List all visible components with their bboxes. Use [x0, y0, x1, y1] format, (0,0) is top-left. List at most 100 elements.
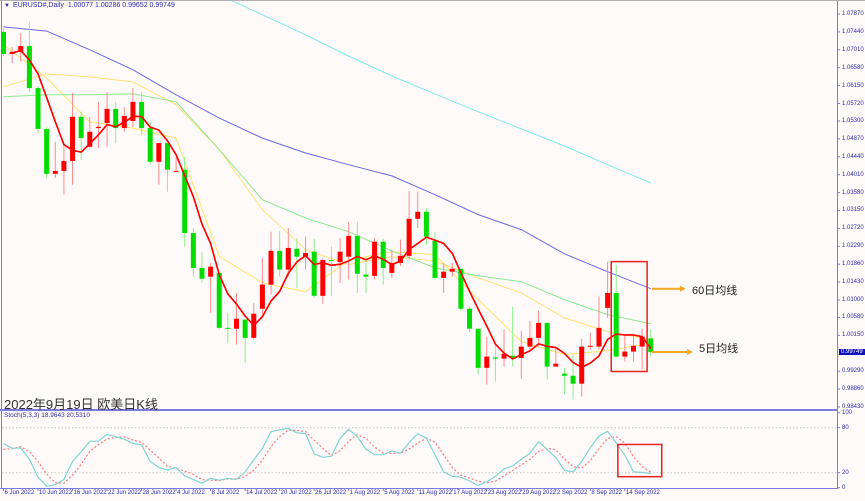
candle-body: [561, 373, 567, 376]
candle-body: [61, 160, 67, 171]
candle-body: [613, 292, 619, 357]
price-label: 1.01860: [842, 261, 864, 268]
candle-body: [35, 88, 41, 129]
candle-body: [527, 337, 533, 347]
candle-body: [397, 255, 403, 263]
candle-body: [182, 169, 188, 233]
price-label: 1.05300: [842, 117, 864, 124]
candle-body: [423, 211, 429, 237]
candle-body: [156, 143, 162, 162]
dropdown-triangle-icon[interactable]: ▼: [4, 3, 10, 9]
candle-body: [52, 170, 58, 174]
chart-header: ▼ EURUSD#,Daily 1.00077 1.00286 0.99652 0…: [4, 2, 175, 9]
symbol-label: EURUSD#,Daily: [12, 2, 64, 9]
candle-body: [536, 322, 542, 338]
price-label: 0.99290: [842, 368, 864, 375]
candle-body: [70, 116, 76, 161]
candle-body: [225, 327, 231, 329]
date-label: 10 Jun 2022: [39, 490, 73, 496]
price-label: 1.05720: [842, 100, 864, 107]
candle-body: [639, 336, 645, 347]
candle-body: [346, 235, 352, 257]
candle-body: [630, 345, 636, 352]
candle-body: [139, 101, 145, 129]
price-label: 1.06580: [842, 64, 864, 71]
date-label: 17 Aug 2022: [453, 490, 487, 496]
ma5-annotation: 5日均线: [699, 343, 739, 355]
date-label: 20 Jul 2022: [280, 490, 312, 496]
date-label: 2 Sep 2022: [556, 490, 588, 496]
candle-body: [406, 218, 412, 256]
candle-body: [242, 319, 248, 338]
moving-average-ma60: [3, 26, 651, 290]
date-label: 14 Sep 2022: [625, 490, 660, 496]
stoch-axis-label: 80: [842, 424, 849, 431]
candle-body: [553, 363, 559, 367]
date-label: 8 Sep 2022: [591, 490, 623, 496]
price-label: 1.03580: [842, 189, 864, 196]
moving-average-ma20: [3, 73, 651, 340]
price-label: 0.98430: [842, 403, 864, 410]
candle-body: [95, 126, 101, 129]
date-label: 23 Aug 2022: [487, 490, 522, 496]
candle-body: [259, 284, 265, 309]
date-label: 4 Jul 2022: [177, 490, 205, 496]
stoch-axis-label: 100: [842, 409, 853, 416]
price-label: 1.07870: [842, 11, 864, 17]
date-label: 11 Aug 2022: [418, 490, 452, 496]
candle-body: [544, 322, 550, 367]
date-label: 28 Jun 2022: [142, 490, 176, 496]
candle-body: [596, 327, 602, 347]
candle-body: [199, 267, 205, 279]
candle-body: [320, 260, 326, 296]
date-label: 5 Aug 2022: [384, 490, 415, 496]
current-price-label: 0.99749: [839, 349, 865, 356]
chart-title: 2022年9月19日 欧美日K线: [4, 397, 158, 412]
ma5-arrow-head-icon: [687, 349, 693, 356]
candle-body: [389, 262, 395, 273]
candle-body: [354, 235, 360, 274]
price-label: 1.01000: [842, 296, 864, 303]
candle-body: [268, 250, 274, 285]
candle-body: [484, 356, 490, 368]
date-label: 26 Jul 2022: [315, 490, 347, 496]
candle-body: [518, 346, 524, 358]
candle-body: [372, 241, 378, 276]
candle-body: [26, 46, 32, 89]
candle-body: [363, 274, 369, 277]
stoch-main-line: [3, 427, 651, 487]
price-label: 1.04010: [842, 171, 864, 178]
candle-body: [190, 232, 196, 268]
candle-body: [337, 251, 343, 263]
candle-body: [113, 108, 119, 129]
highlight-box-price: [610, 260, 648, 373]
candle-body: [104, 108, 110, 124]
date-label: 16 Jun 2022: [73, 490, 107, 496]
candle-body: [415, 211, 421, 219]
candle-body: [579, 346, 585, 384]
candle-body: [87, 131, 93, 147]
candle-body: [475, 328, 481, 368]
candle-body: [18, 46, 24, 52]
highlight-box-stoch: [617, 443, 663, 478]
candle-body: [380, 241, 386, 268]
stoch-label: Stoch(5,3,3) 18.9643 20.5310: [4, 412, 91, 419]
ma5-line: [11, 49, 652, 369]
candle-body: [510, 355, 516, 358]
candle-body: [458, 268, 464, 309]
candle-body: [587, 345, 593, 347]
date-label: 29 Aug 2022: [522, 490, 556, 496]
candle-body: [277, 250, 283, 270]
candle-body: [501, 353, 507, 359]
candle-body: [570, 375, 576, 384]
price-label: 1.07010: [842, 46, 864, 53]
candle-body: [1, 31, 6, 54]
price-label: 1.02290: [842, 243, 864, 250]
candle-body: [441, 271, 447, 278]
price-label: 1.04440: [842, 153, 864, 160]
moving-average-ma30: [3, 93, 651, 325]
candle-body: [44, 128, 50, 174]
candle-body: [648, 338, 654, 353]
price-label: 1.01430: [842, 279, 864, 286]
candle-body: [234, 318, 240, 329]
